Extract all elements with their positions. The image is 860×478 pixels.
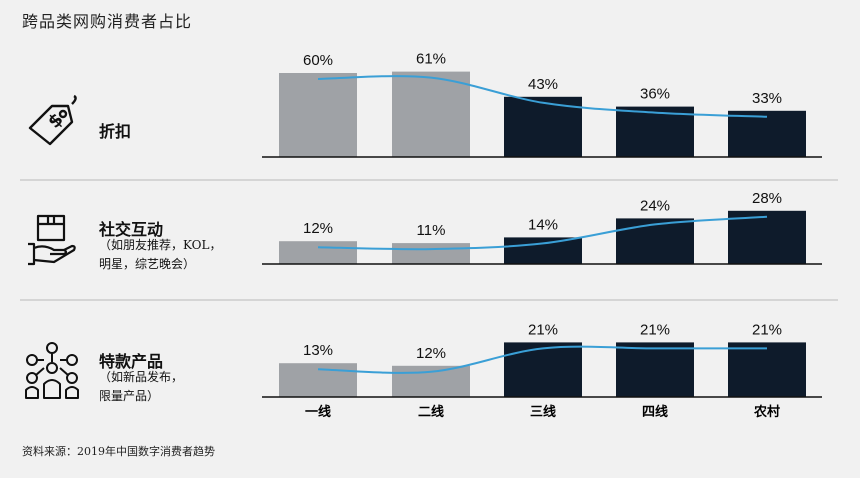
category-label-4: 农村 — [753, 404, 780, 420]
hand-box-icon — [28, 214, 76, 266]
value-label-2-3: 21% — [640, 321, 670, 338]
bar-1-3 — [616, 218, 694, 264]
trend-line-2 — [317, 345, 767, 374]
panel-label-social: 社交互动 — [99, 220, 164, 239]
bar-1-4 — [728, 210, 806, 264]
bar-0-3 — [616, 106, 694, 157]
trend-line-0 — [317, 75, 768, 118]
value-label-0-4: 33% — [752, 90, 782, 107]
panel-sub-social-1: （如朋友推荐，KOL， — [99, 238, 222, 252]
bar-1-1 — [392, 243, 470, 264]
network-people-icon — [25, 342, 79, 399]
value-label-2-0: 13% — [303, 342, 333, 359]
bar-1-2 — [504, 237, 582, 264]
value-label-0-1: 61% — [416, 51, 446, 68]
bar-0-1 — [392, 71, 470, 157]
panel-label-special: 特款产品 — [99, 352, 164, 371]
category-label-3: 四线 — [642, 404, 668, 420]
panel-label-discount: 折扣 — [99, 122, 132, 141]
bar-1-0 — [279, 241, 357, 264]
chart-title: 跨品类网购消费者占比 — [22, 12, 193, 31]
bar-2-3 — [616, 342, 694, 397]
value-label-2-1: 12% — [416, 345, 446, 362]
value-label-1-1: 11% — [417, 222, 446, 239]
value-label-1-3: 24% — [640, 197, 670, 214]
panel-sub-special-1: （如新品发布， — [99, 370, 184, 384]
value-label-0-2: 43% — [528, 76, 558, 93]
bar-2-1 — [392, 365, 470, 397]
panel-sub-social-2: 明星，综艺晚会） — [99, 257, 196, 271]
value-label-2-4: 21% — [752, 321, 782, 338]
source-note: 资料来源：2019年中国数字消费者趋势 — [22, 445, 215, 458]
category-label-2: 三线 — [530, 404, 556, 420]
bar-2-0 — [279, 363, 357, 397]
value-label-0-3: 36% — [640, 86, 670, 103]
bar-2-4 — [728, 342, 806, 397]
category-label-1: 二线 — [418, 404, 444, 420]
value-label-0-0: 60% — [303, 52, 333, 69]
value-label-1-2: 14% — [528, 216, 558, 233]
value-label-1-0: 12% — [303, 220, 333, 237]
bar-0-0 — [279, 73, 357, 157]
trend-line-1 — [317, 215, 768, 251]
category-label-0: 一线 — [305, 404, 331, 420]
value-label-1-4: 28% — [752, 190, 782, 207]
bar-2-2 — [504, 342, 582, 397]
value-label-2-2: 21% — [528, 321, 558, 338]
discount-tag-icon: $ — [28, 94, 77, 146]
panel-sub-special-2: 限量产品） — [99, 389, 160, 403]
bar-0-4 — [728, 110, 806, 157]
